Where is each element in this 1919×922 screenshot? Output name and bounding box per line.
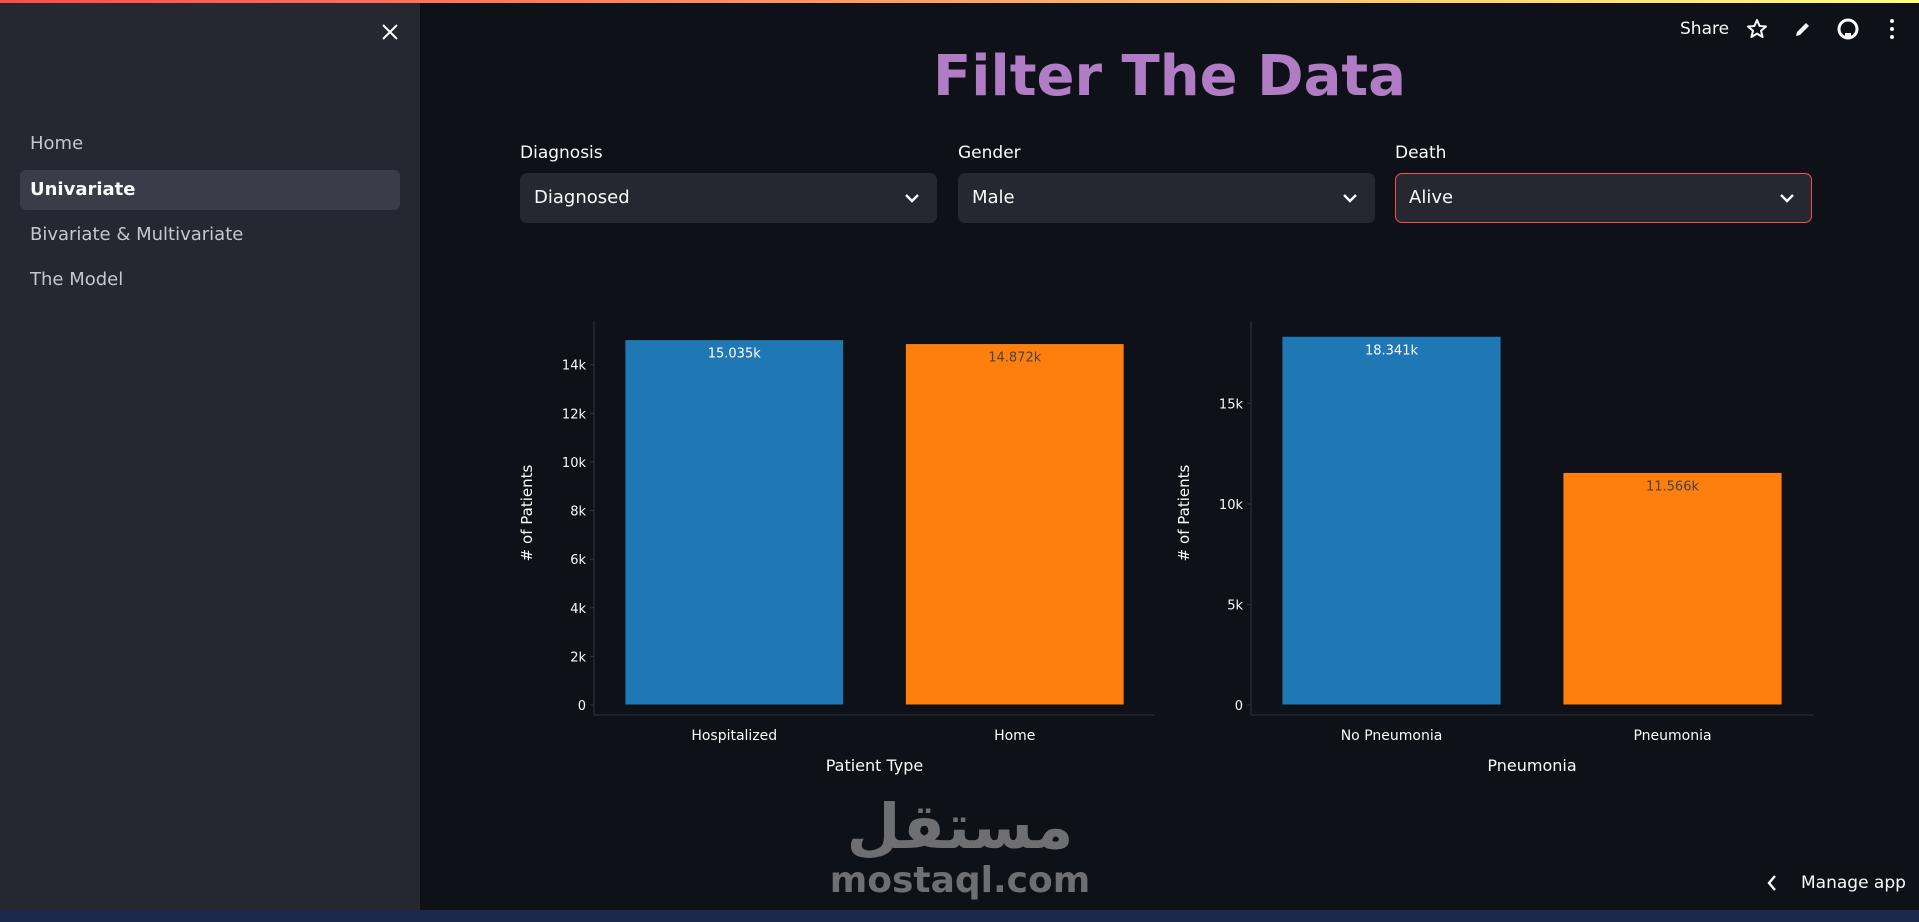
bar-value-label: 11.566k — [1646, 479, 1699, 494]
chevron-icon[interactable] — [1766, 874, 1778, 892]
share-button[interactable]: Share — [1680, 19, 1730, 39]
bar-value-label: 15.035k — [708, 347, 761, 362]
x-axis-title: Patient Type — [826, 756, 924, 775]
y-axis-title: # of Patients — [1175, 465, 1193, 562]
filter-label: Gender — [958, 143, 1021, 163]
taskbar — [0, 910, 1919, 922]
watermark: مستقل — [846, 790, 1074, 863]
filter-label: Diagnosis — [520, 143, 603, 163]
y-tick-label: 0 — [578, 699, 586, 714]
x-tick-label: Home — [994, 728, 1035, 744]
x-axis-title: Pneumonia — [1487, 756, 1576, 775]
y-tick-label: 14k — [562, 359, 587, 374]
x-tick-label: No Pneumonia — [1341, 728, 1443, 744]
filter-label: Death — [1395, 143, 1447, 163]
x-tick-label: Hospitalized — [691, 728, 777, 744]
bar — [1281, 335, 1502, 706]
filter-value: Diagnosed — [534, 187, 630, 208]
nav-item[interactable]: Home — [30, 133, 84, 154]
nav-item[interactable]: The Model — [30, 269, 124, 290]
y-tick-label: 0 — [1235, 699, 1243, 714]
bar-value-label: 18.341k — [1365, 343, 1418, 358]
page-title: Filter The Data — [933, 44, 1406, 109]
star-icon[interactable] — [1746, 18, 1768, 40]
y-tick-label: 10k — [562, 456, 587, 471]
menu-icon[interactable] — [1888, 18, 1896, 40]
github-icon[interactable] — [1837, 18, 1859, 40]
y-tick-label: 2k — [570, 650, 586, 665]
filter-select[interactable]: Diagnosed — [520, 173, 937, 223]
filter-select[interactable]: Alive — [1395, 173, 1812, 223]
nav-item[interactable]: Univariate — [20, 170, 400, 210]
filter-select[interactable]: Male — [958, 173, 1375, 223]
y-tick-label: 12k — [562, 407, 587, 422]
filter-value: Male — [972, 187, 1015, 208]
bar — [1562, 471, 1783, 706]
bar-value-label: 14.872k — [988, 351, 1041, 366]
nav-item[interactable]: Bivariate & Multivariate — [30, 224, 244, 245]
x-tick-label: Pneumonia — [1633, 728, 1711, 744]
close-sidebar[interactable] — [381, 23, 399, 41]
y-tick-label: 8k — [570, 505, 586, 520]
y-tick-label: 15k — [1219, 397, 1244, 412]
y-axis-title: # of Patients — [518, 465, 536, 562]
bar — [624, 339, 845, 706]
watermark: mostaql.com — [829, 860, 1091, 901]
sidebar: Home Univariate Bivariate & Multivariate… — [0, 3, 420, 910]
y-tick-label: 6k — [570, 553, 586, 568]
manage-app[interactable]: Manage app — [1801, 873, 1906, 893]
y-tick-label: 10k — [1219, 498, 1244, 513]
top-decoration — [0, 0, 1919, 3]
filter-value: Alive — [1409, 187, 1454, 208]
y-tick-label: 5k — [1227, 598, 1243, 613]
bar — [904, 343, 1125, 706]
edit-icon[interactable] — [1793, 19, 1813, 39]
y-tick-label: 4k — [570, 602, 586, 617]
